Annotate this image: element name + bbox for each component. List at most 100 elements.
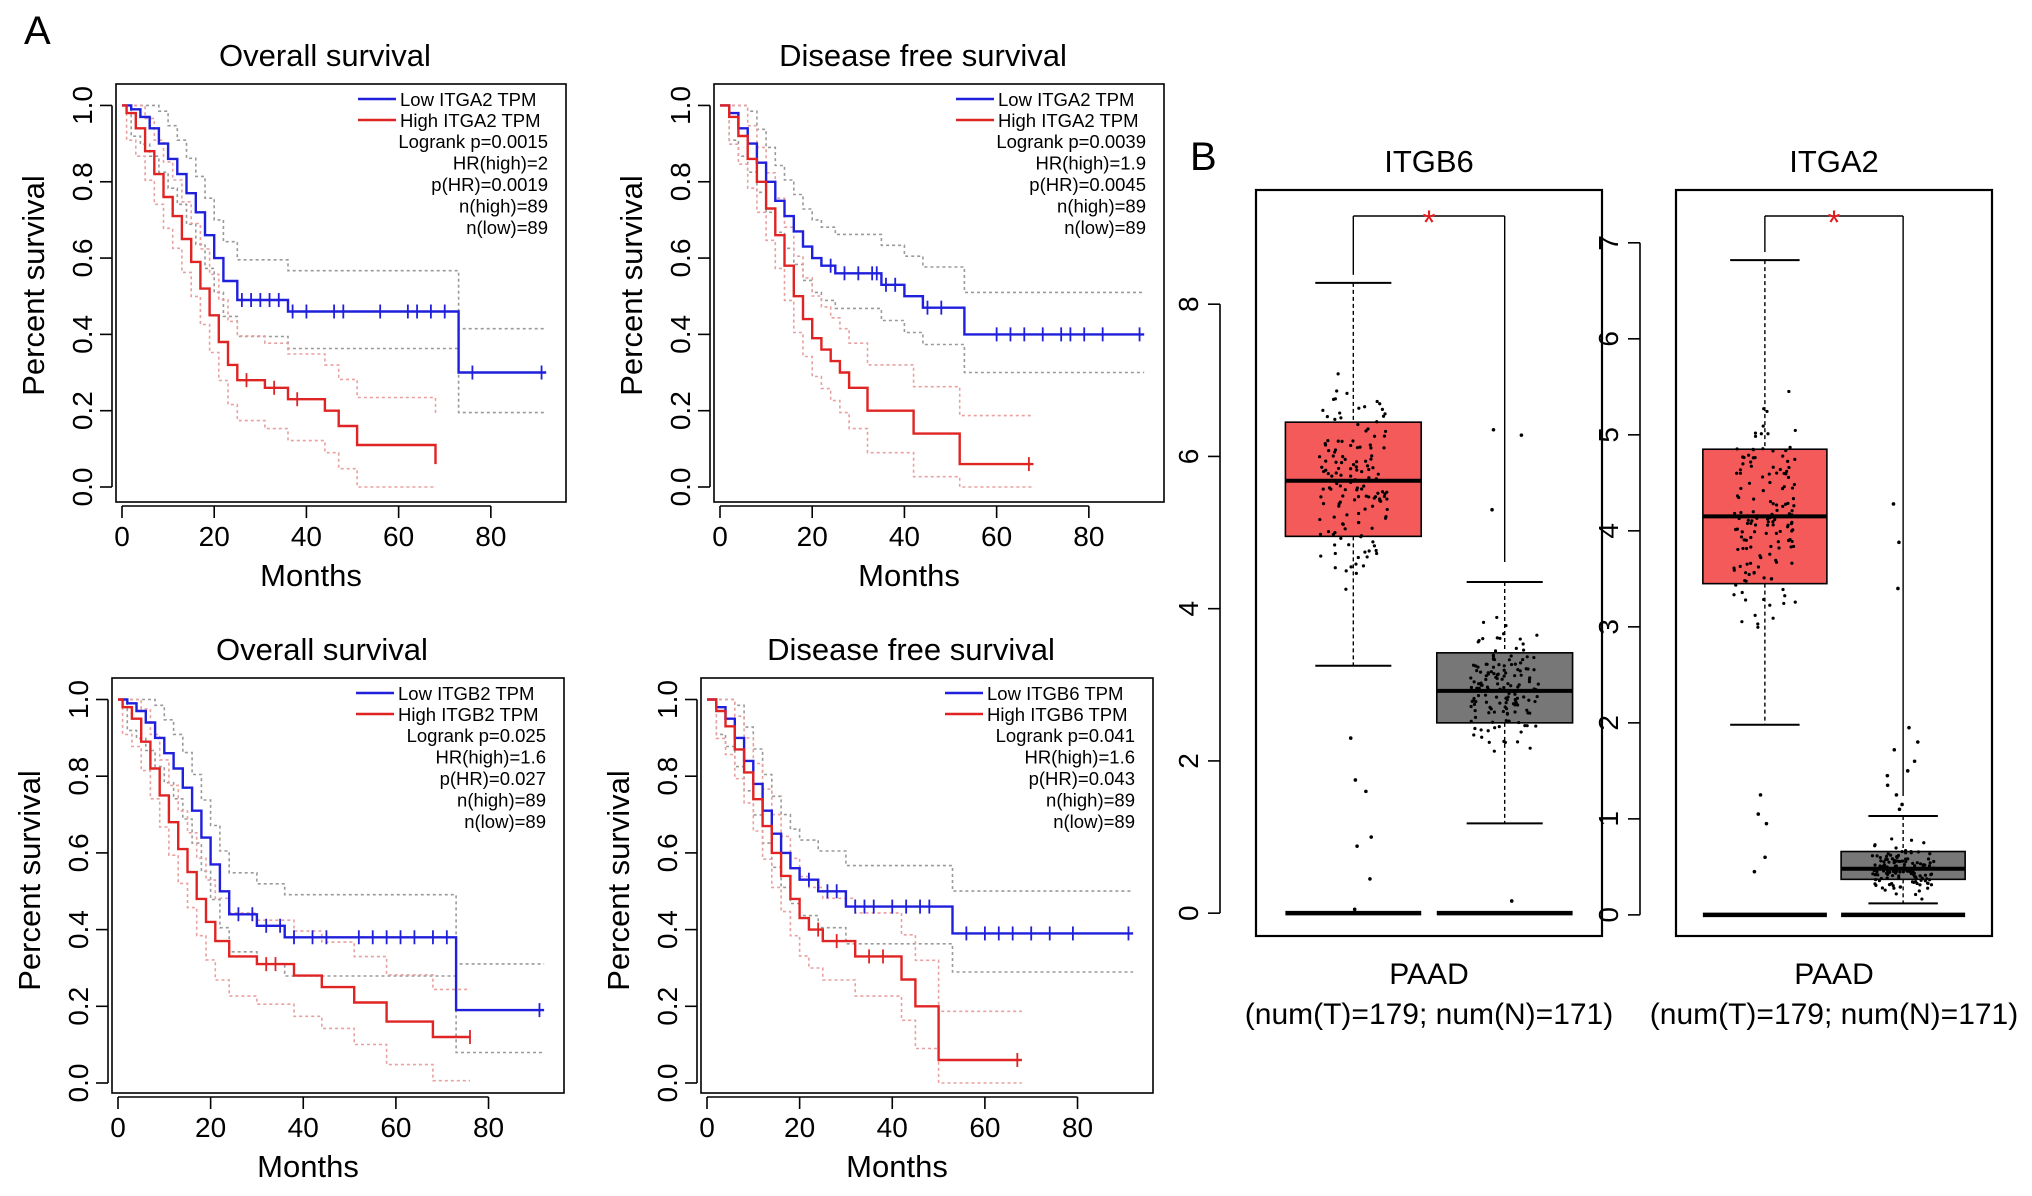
- data-point: [1905, 867, 1910, 871]
- data-point: [1762, 576, 1766, 580]
- data-point: [1336, 372, 1340, 376]
- data-point: [1516, 668, 1520, 672]
- data-point: [1383, 412, 1387, 416]
- data-point: [1522, 695, 1526, 699]
- data-point: [1333, 417, 1337, 421]
- y-axis-label: Percent survival: [12, 770, 47, 991]
- data-point: [1502, 664, 1506, 668]
- data-point: [1339, 536, 1343, 540]
- data-point: [1786, 525, 1790, 529]
- y-tick-label: 2: [1593, 715, 1624, 731]
- data-point: [1737, 516, 1741, 521]
- y-tick-label: 2: [1173, 753, 1204, 769]
- data-point: [1892, 869, 1896, 874]
- data-point: [1470, 699, 1474, 703]
- data-point: [1355, 468, 1359, 472]
- y-tick-label: 0.8: [67, 162, 98, 201]
- data-point: [1474, 664, 1478, 668]
- data-point: [1476, 693, 1481, 698]
- data-point: [1918, 874, 1922, 878]
- data-point: [1759, 432, 1763, 436]
- x-tick-label: 0: [110, 1112, 126, 1143]
- data-point: [1890, 837, 1894, 841]
- data-point: [1732, 568, 1736, 572]
- data-point: [1492, 749, 1496, 753]
- data-point: [1786, 501, 1790, 506]
- data-point: [1920, 897, 1924, 901]
- data-point: [1515, 740, 1520, 744]
- data-point: [1767, 472, 1771, 476]
- km-plot-disease-free-survival-itgb6: Disease free survival 0 20 40 60 80 Months 0.0 0…: [601, 632, 1154, 1184]
- data-point: [1333, 551, 1337, 556]
- data-point: [1334, 471, 1338, 475]
- plot-frame: [700, 677, 1154, 1094]
- boxplot-itgb6: ITGB6 0 2 4 6 8 * PAAD (num(T)=179; num(N)=171): [1173, 144, 1613, 1031]
- data-point: [1778, 467, 1782, 472]
- data-point: [1760, 475, 1765, 479]
- x-tick-label: 40: [291, 521, 322, 552]
- y-tick-label: 0.4: [665, 315, 696, 354]
- data-point: [1912, 871, 1916, 875]
- data-point: [1326, 471, 1330, 476]
- data-point: [1792, 504, 1796, 508]
- ci-upper-line: [122, 104, 547, 330]
- ci-upper-line: [118, 698, 470, 991]
- data-point: [1744, 598, 1748, 602]
- stat-line: p(HR)=0.043: [1029, 768, 1135, 789]
- data-point: [1778, 529, 1782, 534]
- y-tick-label: 0.2: [67, 391, 98, 430]
- data-point: [1358, 445, 1362, 449]
- data-point: [1334, 460, 1338, 464]
- y-tick-label: 0.6: [63, 833, 94, 872]
- data-point: [1898, 870, 1902, 874]
- data-point: [1771, 502, 1775, 506]
- data-point: [1372, 544, 1377, 548]
- km-plot-overall-survival-itga2: Overall survival 0 20 40 60 80 Months 0.0 0.2 0.4…: [16, 38, 567, 593]
- km-plot-overall-survival-itgb2: Overall survival 0 20 40 60 80 Months 0.0 0.2 0.4…: [12, 632, 565, 1184]
- data-point: [1472, 733, 1476, 737]
- data-point: [1890, 873, 1895, 878]
- data-point: [1766, 520, 1770, 524]
- data-point: [1325, 415, 1329, 419]
- ci-upper-line: [720, 104, 1145, 294]
- data-point: [1319, 495, 1323, 499]
- data-point: [1761, 424, 1765, 428]
- data-point: [1748, 561, 1753, 565]
- data-point: [1929, 883, 1934, 887]
- y-tick-label: 0.4: [652, 910, 683, 949]
- data-point: [1317, 455, 1322, 459]
- data-point: [1477, 686, 1481, 690]
- data-point: [1370, 526, 1374, 530]
- data-point: [1926, 857, 1931, 861]
- data-point: [1509, 684, 1513, 688]
- outlier-point: [1894, 793, 1899, 797]
- data-point: [1475, 669, 1479, 673]
- data-point: [1319, 554, 1323, 558]
- data-point: [1781, 587, 1785, 592]
- data-point: [1877, 879, 1882, 883]
- data-point: [1371, 466, 1375, 470]
- data-point: [1742, 538, 1746, 542]
- data-point: [1894, 869, 1898, 873]
- data-point: [1360, 487, 1364, 491]
- data-point: [1882, 863, 1887, 867]
- data-point: [1497, 725, 1501, 729]
- data-point: [1327, 449, 1331, 453]
- data-point: [1758, 554, 1762, 558]
- data-point: [1498, 636, 1502, 640]
- data-point: [1339, 416, 1343, 420]
- data-point: [1502, 632, 1506, 636]
- data-point: [1923, 873, 1928, 877]
- data-point: [1746, 518, 1750, 522]
- data-point: [1870, 854, 1875, 858]
- data-point: [1752, 530, 1757, 534]
- data-point: [1762, 407, 1766, 411]
- x-axis-label: PAAD: [1794, 958, 1873, 991]
- data-point: [1361, 564, 1366, 568]
- data-point: [1737, 495, 1741, 500]
- data-point: [1932, 866, 1936, 870]
- data-point: [1509, 654, 1513, 658]
- data-point: [1493, 649, 1498, 653]
- data-point: [1381, 414, 1386, 418]
- data-point: [1365, 464, 1370, 468]
